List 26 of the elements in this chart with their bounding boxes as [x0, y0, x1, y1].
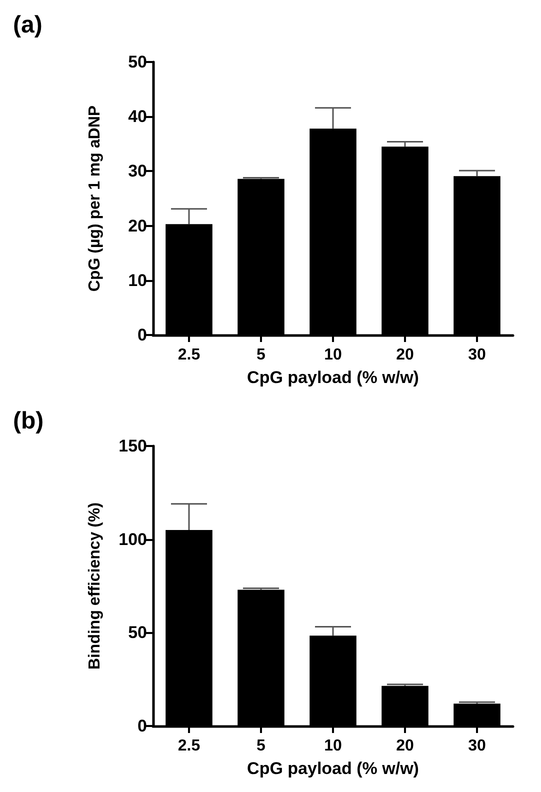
x-tick-label: 2.5: [178, 346, 200, 364]
y-tick-label: 30: [128, 162, 147, 181]
x-tick-label: 30: [468, 346, 486, 364]
y-tick-label: 40: [128, 107, 147, 126]
y-tick-label: 50: [128, 623, 147, 642]
chart-title: (a): [13, 12, 42, 38]
y-tick-label: 50: [128, 52, 147, 72]
x-tick-label: 2.5: [178, 738, 200, 754]
y-tick-label: 0: [138, 716, 147, 736]
x-tick-label: 30: [468, 738, 486, 754]
x-tick-label: 10: [324, 346, 342, 364]
y-tick-label: 150: [118, 436, 147, 456]
x-tick-label: 5: [256, 738, 266, 754]
y-tick-label: 10: [128, 270, 147, 290]
x-axis-title: CpG payload (% w/w): [247, 759, 419, 778]
y-tick-label: 100: [118, 530, 147, 549]
y-axis-title: Binding efficiency (%): [86, 502, 104, 670]
y-axis-title: CpG (µg) per 1 mg aDNP: [86, 105, 104, 292]
x-axis-title: CpG payload (% w/w): [247, 368, 419, 387]
y-tick-label: 0: [138, 326, 147, 344]
x-tick-label: 20: [396, 738, 414, 754]
x-tick-label: 5: [256, 346, 266, 364]
x-tick-label: 10: [324, 738, 342, 754]
chart-title: (b): [13, 408, 44, 434]
y-tick-label: 20: [128, 216, 147, 236]
x-tick-label: 20: [396, 346, 414, 364]
